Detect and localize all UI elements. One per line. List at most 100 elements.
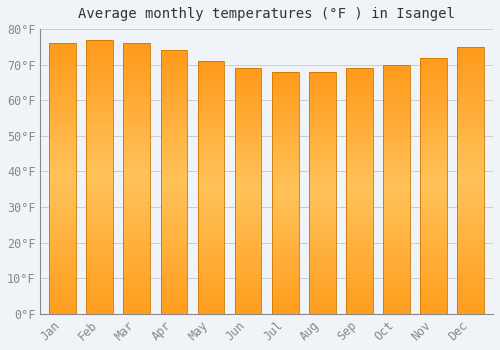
Bar: [49, 50, 76, 54]
Bar: [420, 253, 447, 256]
Bar: [49, 104, 76, 107]
Bar: [160, 139, 188, 143]
Bar: [458, 267, 484, 271]
Bar: [309, 150, 336, 154]
Bar: [272, 262, 298, 265]
Bar: [235, 246, 262, 250]
Bar: [383, 65, 410, 314]
Bar: [235, 280, 262, 283]
Bar: [309, 193, 336, 196]
Bar: [272, 126, 298, 129]
Bar: [86, 125, 113, 129]
Bar: [272, 117, 298, 120]
Bar: [309, 220, 336, 223]
Bar: [160, 198, 188, 202]
Bar: [160, 261, 188, 265]
Bar: [309, 75, 336, 78]
Bar: [383, 255, 410, 258]
Bar: [309, 272, 336, 274]
Bar: [383, 292, 410, 295]
Bar: [309, 72, 336, 314]
Bar: [198, 181, 224, 184]
Bar: [420, 115, 447, 118]
Bar: [86, 249, 113, 252]
Bar: [160, 228, 188, 232]
Title: Average monthly temperatures (°F ) in Isangel: Average monthly temperatures (°F ) in Is…: [78, 7, 455, 21]
Bar: [235, 145, 262, 148]
Bar: [309, 162, 336, 166]
Bar: [124, 202, 150, 206]
Bar: [49, 199, 76, 202]
Bar: [383, 236, 410, 239]
Bar: [86, 242, 113, 245]
Bar: [86, 290, 113, 293]
Bar: [272, 244, 298, 247]
Bar: [235, 111, 262, 114]
Bar: [420, 285, 447, 288]
Bar: [160, 298, 188, 301]
Bar: [235, 108, 262, 111]
Bar: [420, 179, 447, 182]
Bar: [458, 271, 484, 274]
Bar: [309, 235, 336, 238]
Bar: [346, 90, 373, 93]
Bar: [235, 160, 262, 163]
Bar: [124, 223, 150, 226]
Bar: [198, 175, 224, 178]
Bar: [383, 248, 410, 252]
Bar: [420, 228, 447, 231]
Bar: [86, 197, 113, 201]
Bar: [383, 217, 410, 220]
Bar: [198, 112, 224, 115]
Bar: [49, 310, 76, 314]
Bar: [458, 107, 484, 110]
Bar: [458, 264, 484, 267]
Bar: [383, 164, 410, 167]
Bar: [49, 87, 76, 91]
Bar: [420, 205, 447, 208]
Bar: [86, 259, 113, 262]
Bar: [309, 175, 336, 178]
Bar: [235, 117, 262, 120]
Bar: [198, 159, 224, 162]
Bar: [198, 222, 224, 225]
Bar: [309, 265, 336, 268]
Bar: [458, 274, 484, 277]
Bar: [309, 181, 336, 184]
Bar: [309, 135, 336, 138]
Bar: [272, 166, 298, 169]
Bar: [49, 84, 76, 87]
Bar: [160, 172, 188, 176]
Bar: [124, 70, 150, 74]
Bar: [346, 133, 373, 136]
Bar: [383, 142, 410, 146]
Bar: [272, 172, 298, 175]
Bar: [420, 90, 447, 93]
Bar: [420, 83, 447, 86]
Bar: [272, 274, 298, 278]
Bar: [160, 80, 188, 83]
Bar: [309, 78, 336, 81]
Bar: [124, 186, 150, 189]
Bar: [272, 305, 298, 308]
Bar: [160, 232, 188, 235]
Bar: [235, 250, 262, 252]
Bar: [160, 205, 188, 209]
Bar: [383, 167, 410, 170]
Bar: [420, 167, 447, 170]
Bar: [272, 175, 298, 178]
Bar: [309, 120, 336, 123]
Bar: [198, 266, 224, 270]
Bar: [86, 225, 113, 228]
Bar: [198, 279, 224, 282]
Bar: [309, 190, 336, 193]
Bar: [383, 276, 410, 280]
Bar: [235, 74, 262, 77]
Bar: [346, 68, 373, 314]
Bar: [49, 250, 76, 253]
Bar: [458, 114, 484, 117]
Bar: [124, 131, 150, 135]
Bar: [309, 199, 336, 202]
Bar: [346, 219, 373, 222]
Bar: [309, 205, 336, 208]
